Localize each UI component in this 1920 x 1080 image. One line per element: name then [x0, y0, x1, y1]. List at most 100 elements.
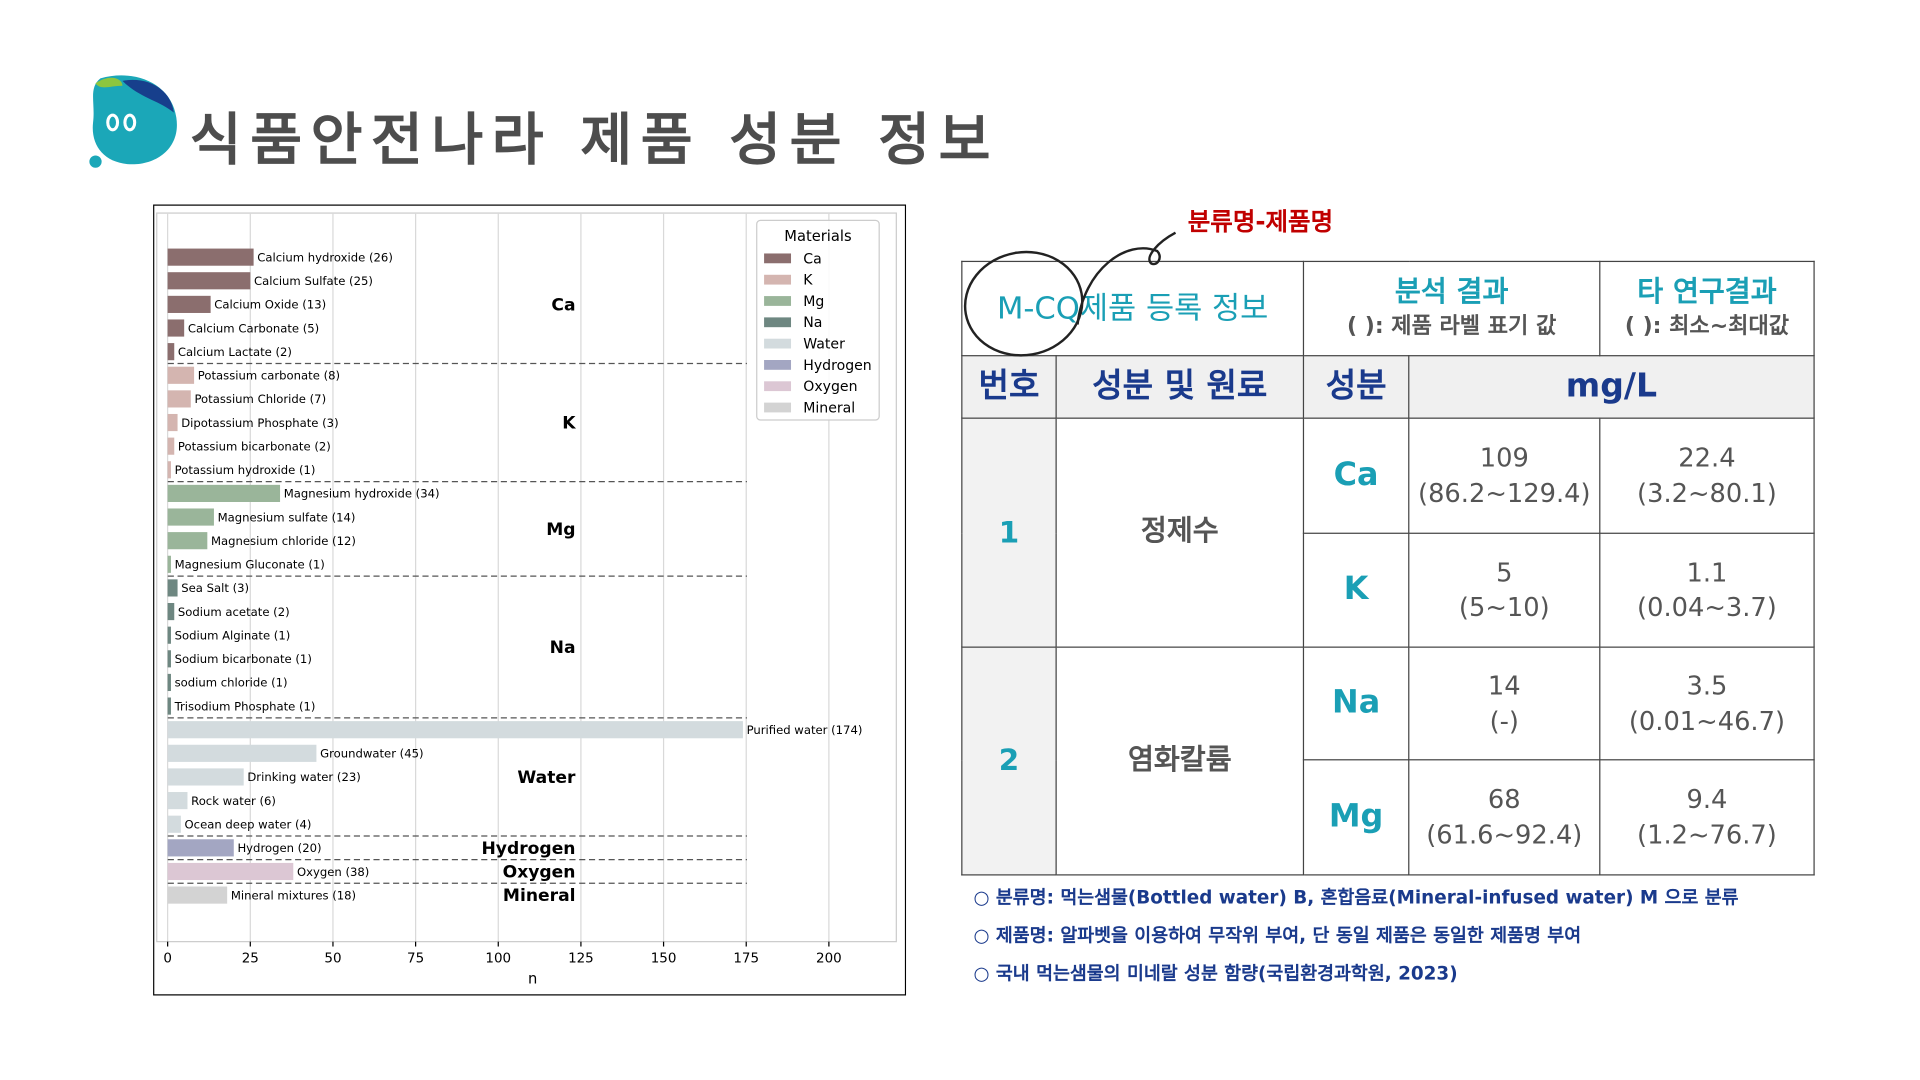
note: ○ 분류명: 먹는샘물(Bottled water) B, 혼합음료(Miner… [973, 886, 1739, 909]
legend-swatch [764, 402, 792, 413]
legend-label: K [803, 273, 813, 289]
analysis-range: (5~10) [1458, 592, 1550, 623]
other-range: (3.2~80.1) [1637, 478, 1777, 508]
group-label: Mineral [503, 886, 576, 906]
header-cell: 타 연구결과 ( ): 최소~최대값 [1599, 260, 1815, 357]
bar [167, 673, 171, 692]
logo [89, 75, 177, 168]
group-label: Mg [546, 520, 575, 540]
bar [167, 343, 175, 361]
other-value: 3.5 [1686, 671, 1728, 701]
page-title: 식품안전나라 제품 성분 정보 [189, 106, 1000, 173]
row-number: 2 [961, 646, 1057, 876]
legend-label: Ca [803, 251, 821, 267]
legend-label: Water [803, 336, 845, 352]
header-text: M-CQ제품 등록 정보 [996, 290, 1269, 326]
bar [167, 248, 254, 266]
legend-label: Mineral [803, 400, 855, 416]
table-body: 1 정제수 Ca 109 (86.2~129.4) 22.4 (3.2~80.1) K 5 (5~… [961, 417, 1815, 876]
column-header: 번호 [961, 355, 1057, 419]
analysis-value: 68 [1487, 785, 1521, 815]
notes: ○ 분류명: 먹는샘물(Bottled water) B, 혼합음료(Miner… [973, 884, 1738, 998]
legend-swatch [764, 296, 792, 306]
bar-label: Dipotassium Phosphate (3) [181, 416, 338, 430]
other-value: 1.1 [1686, 557, 1728, 588]
legend-swatch [764, 381, 792, 392]
bar-label: Potassium hydroxide (1) [175, 463, 316, 477]
x-tick-label: 0 [163, 951, 172, 966]
analysis-cell: 109 (86.2~129.4) [1408, 417, 1601, 534]
bar [167, 461, 171, 479]
legend-swatch [764, 317, 792, 328]
bar [167, 295, 211, 313]
bar-label: Potassium Chloride (7) [194, 392, 326, 406]
bar [167, 555, 171, 573]
bar [167, 650, 171, 668]
other-value: 22.4 [1678, 443, 1736, 473]
row-number: 1 [961, 417, 1057, 648]
bar-label: Rock water (6) [191, 794, 276, 808]
bar-label: Sodium Alginate (1) [175, 628, 291, 642]
bar-label: Potassium carbonate (8) [198, 369, 340, 383]
bar [167, 792, 188, 810]
component-cell: K [1302, 532, 1410, 648]
bar [167, 390, 191, 408]
bar [167, 602, 175, 621]
group-label: K [562, 414, 576, 434]
bar-label: Purified water (174) [747, 723, 863, 737]
note: ○ 제품명: 알파벳을 이용하여 무작위 부여, 단 동일 제품은 동일한 제품… [973, 924, 1582, 947]
note: ○ 국내 먹는샘물의 미네랄 성분 함량(국립환경과학원, 2023) [973, 962, 1458, 985]
other-cell: 1.1 (0.04~3.7) [1599, 532, 1815, 648]
bar-label: Oxygen (38) [297, 865, 369, 879]
bar-label: Magnesium Gluconate (1) [175, 558, 325, 572]
bar-label: Mineral mixtures (18) [231, 888, 356, 902]
bar [167, 366, 195, 384]
header-note: ( ): 최소~최대값 [1624, 313, 1790, 340]
bar [167, 532, 208, 550]
analysis-cell: 14 (-) [1408, 646, 1601, 761]
component-cell: Na [1302, 646, 1410, 761]
bar-label: Calcium Lactate (2) [178, 345, 292, 359]
bar-label: Sodium bicarbonate (1) [175, 652, 312, 666]
analysis-value: 5 [1496, 557, 1513, 588]
bar [167, 413, 178, 432]
x-tick-label: 25 [242, 951, 259, 966]
other-range: (0.01~46.7) [1628, 705, 1786, 736]
bar [167, 768, 244, 786]
other-range: (1.2~76.7) [1637, 819, 1777, 850]
analysis-value: 109 [1479, 443, 1529, 473]
legend-label: Oxygen [803, 379, 857, 395]
bar-label: Calcium hydroxide (26) [257, 250, 393, 264]
header-text: 타 연구결과 [1637, 277, 1777, 309]
bar-label: Ocean deep water (4) [185, 818, 312, 832]
plot-area [156, 212, 897, 943]
column-header: mg/L [1408, 355, 1815, 419]
legend-title: Materials [784, 228, 851, 245]
bar-label: Calcium Oxide (13) [214, 298, 326, 312]
bar [167, 744, 317, 762]
group-label: Water [517, 768, 576, 788]
material-cell: 염화칼륨 [1055, 646, 1305, 876]
bar-label: Drinking water (23) [247, 770, 360, 784]
bar [167, 862, 294, 881]
x-tick-label: 150 [651, 951, 677, 966]
bar-label: Groundwater (45) [320, 747, 423, 761]
header-cell: M-CQ제품 등록 정보 [961, 260, 1305, 357]
bar [167, 437, 175, 455]
legend-label: Hydrogen [803, 358, 871, 374]
bar-label: Potassium bicarbonate (2) [178, 439, 331, 453]
legend-label: Mg [803, 294, 824, 310]
x-tick-label: 200 [816, 951, 842, 966]
header-text: 분석 결과 [1394, 277, 1509, 309]
bar-label: Magnesium chloride (12) [211, 534, 356, 548]
legend-swatch [764, 253, 792, 264]
group-label: Na [550, 638, 576, 658]
column-header: 성분 및 원료 [1055, 355, 1305, 419]
analysis-range: (86.2~129.4) [1418, 478, 1591, 508]
x-tick-label: 100 [485, 951, 511, 966]
group-label: Oxygen [503, 863, 576, 883]
bar [167, 721, 743, 739]
analysis-value: 14 [1487, 671, 1521, 701]
legend-swatch [764, 360, 792, 370]
